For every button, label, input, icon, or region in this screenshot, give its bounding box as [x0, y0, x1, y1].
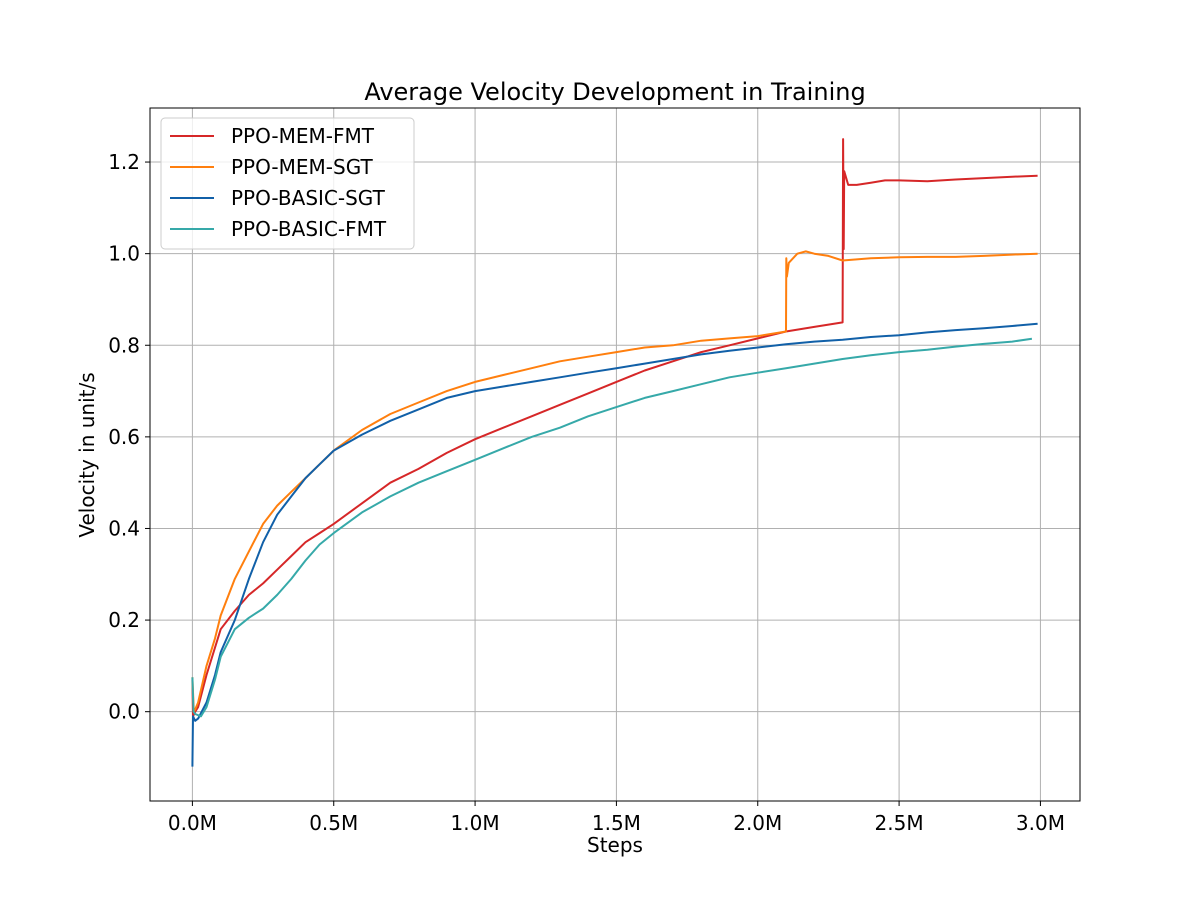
- legend-box: [160, 117, 415, 250]
- series-line-2: [191, 322, 1038, 767]
- y-tick-label: 0.2: [108, 608, 140, 632]
- series-line-1: [191, 250, 1038, 713]
- y-tick-label: 0.4: [108, 516, 140, 540]
- series-line-3: [191, 337, 1033, 718]
- plot-area-frame: [149, 107, 1081, 802]
- y-tick-label: 0.0: [108, 700, 140, 724]
- x-tick-label: 1.5M: [592, 811, 641, 835]
- y-tick-label: 1.0: [108, 242, 140, 266]
- x-tick-label: 0.0M: [168, 811, 217, 835]
- legend-label-2: PPO-BASIC-SGT: [231, 186, 386, 210]
- series-lines: [191, 138, 1038, 767]
- axis-ticks: 0.0M 0.5M 1.0M 1.5M 2.0M 2.5M 3.0M 0.0 0.2 0.4 0.6…: [108, 150, 1065, 835]
- legend: PPO-MEM-FMT PPO-MEM-SGT PPO-BASIC-SGT PPO-B…: [160, 117, 415, 250]
- y-tick-label: 1.2: [108, 150, 140, 174]
- grid-lines: [150, 108, 1080, 801]
- y-tick-label: 0.6: [108, 425, 140, 449]
- x-tick-label: 0.5M: [309, 811, 358, 835]
- x-axis-label: Steps: [587, 833, 643, 857]
- y-tick-label: 0.8: [108, 333, 140, 357]
- y-axis-label: Velocity in unit/s: [75, 372, 99, 537]
- series-line-0: [191, 138, 1038, 718]
- x-tick-label: 2.5M: [875, 811, 924, 835]
- legend-label-1: PPO-MEM-SGT: [231, 155, 373, 179]
- legend-label-0: PPO-MEM-FMT: [231, 124, 375, 148]
- x-tick-label: 3.0M: [1016, 811, 1065, 835]
- x-tick-label: 1.0M: [451, 811, 500, 835]
- x-tick-label: 2.0M: [733, 811, 782, 835]
- legend-label-3: PPO-BASIC-FMT: [231, 217, 387, 241]
- chart-title: Average Velocity Development in Training: [364, 78, 865, 106]
